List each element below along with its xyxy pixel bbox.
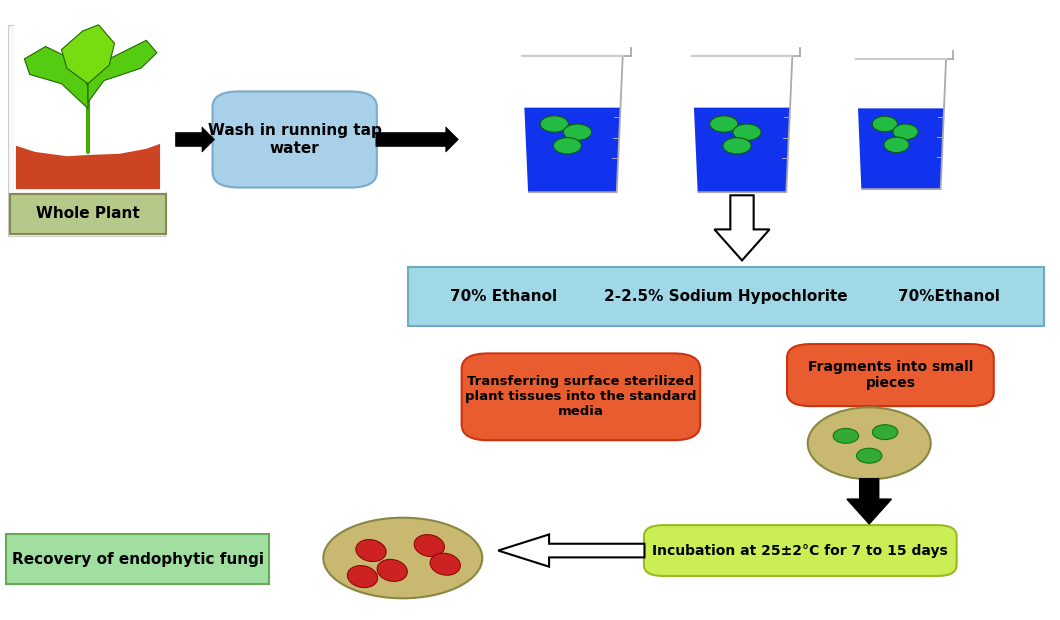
- Ellipse shape: [430, 553, 460, 575]
- Ellipse shape: [356, 539, 386, 562]
- Bar: [14, 6, 167, 192]
- Ellipse shape: [732, 124, 761, 140]
- Bar: [10, 193, 166, 234]
- Ellipse shape: [872, 116, 898, 132]
- Text: Wash in running tap
water: Wash in running tap water: [208, 123, 382, 156]
- Ellipse shape: [808, 407, 931, 479]
- Bar: [6, 534, 269, 584]
- Ellipse shape: [348, 565, 377, 588]
- Bar: [8, 25, 165, 236]
- Polygon shape: [858, 108, 944, 189]
- Polygon shape: [847, 479, 891, 524]
- Ellipse shape: [323, 518, 482, 598]
- FancyBboxPatch shape: [644, 525, 957, 576]
- Polygon shape: [61, 25, 114, 84]
- FancyBboxPatch shape: [212, 91, 377, 187]
- Bar: [408, 267, 1044, 326]
- Ellipse shape: [893, 124, 918, 140]
- FancyBboxPatch shape: [787, 344, 994, 406]
- Text: Transferring surface sterilized
plant tissues into the standard
media: Transferring surface sterilized plant ti…: [465, 375, 696, 418]
- Text: Incubation at 25±2°C for 7 to 15 days: Incubation at 25±2°C for 7 to 15 days: [652, 544, 949, 557]
- Circle shape: [856, 448, 882, 463]
- Circle shape: [872, 425, 898, 440]
- Polygon shape: [498, 534, 644, 567]
- Text: Recovery of endophytic fungi: Recovery of endophytic fungi: [12, 552, 264, 567]
- Ellipse shape: [377, 559, 407, 582]
- Polygon shape: [16, 144, 160, 189]
- Polygon shape: [694, 108, 790, 192]
- Circle shape: [833, 428, 859, 443]
- Polygon shape: [24, 46, 88, 108]
- Ellipse shape: [414, 534, 444, 557]
- Ellipse shape: [723, 138, 752, 154]
- Ellipse shape: [884, 137, 909, 153]
- Text: 70% Ethanol: 70% Ethanol: [449, 289, 558, 304]
- Ellipse shape: [541, 116, 568, 132]
- Text: Fragments into small
pieces: Fragments into small pieces: [808, 360, 973, 390]
- Ellipse shape: [563, 124, 591, 140]
- Polygon shape: [714, 195, 770, 260]
- Ellipse shape: [710, 116, 738, 132]
- Polygon shape: [525, 108, 620, 192]
- FancyBboxPatch shape: [462, 353, 701, 440]
- Text: 70%Ethanol: 70%Ethanol: [898, 289, 1000, 304]
- Text: Whole Plant: Whole Plant: [36, 206, 140, 221]
- Text: 2-2.5% Sodium Hypochlorite: 2-2.5% Sodium Hypochlorite: [604, 289, 848, 304]
- Ellipse shape: [553, 138, 582, 154]
- Polygon shape: [88, 40, 157, 102]
